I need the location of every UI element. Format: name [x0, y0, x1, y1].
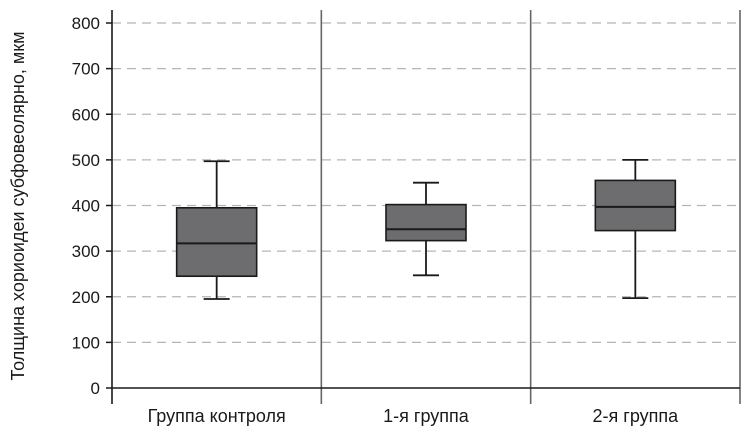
y-axis-title: Толщина хориоидеи субфовеолярно, мкм	[8, 32, 28, 381]
y-tick-label-100: 100	[72, 333, 100, 352]
y-tick-label-0: 0	[91, 379, 100, 398]
box-1	[175, 160, 258, 300]
box-2	[385, 181, 467, 277]
axes	[106, 10, 740, 404]
category-label-1: Группа контроля	[148, 406, 286, 426]
y-tick-label-600: 600	[72, 105, 100, 124]
box-3-iqr	[594, 179, 677, 232]
boxes	[175, 158, 677, 300]
box-3	[594, 158, 677, 300]
category-label-3: 2-я группа	[593, 406, 680, 426]
labels: 0 100 200 300 400 500 600 700 800 Группа контроля…	[72, 14, 680, 426]
y-tick-label-400: 400	[72, 197, 100, 216]
y-tick-label-800: 800	[72, 14, 100, 33]
box-1-iqr	[175, 206, 258, 278]
y-tick-label-700: 700	[72, 60, 100, 79]
category-label-2: 1-я группа	[383, 406, 470, 426]
y-tick-label-500: 500	[72, 151, 100, 170]
y-tick-label-300: 300	[72, 242, 100, 261]
box-2-iqr	[385, 203, 467, 242]
group-separators	[320, 10, 741, 404]
y-tick-label-200: 200	[72, 288, 100, 307]
